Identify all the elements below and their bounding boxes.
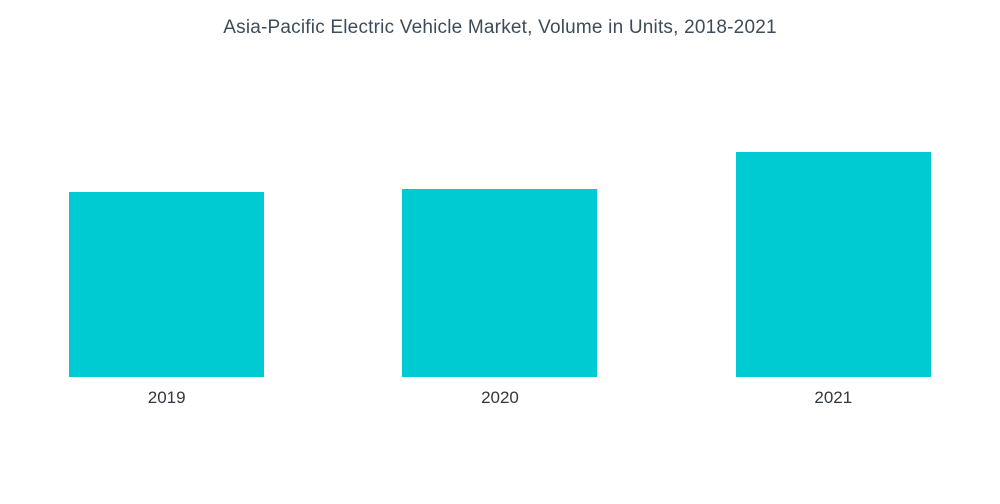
- x-tick-label-2019: 2019: [147, 388, 186, 407]
- x-tick-label-2020: 2020: [481, 388, 519, 407]
- chart-title: Asia-Pacific Electric Vehicle Market, Vo…: [223, 17, 777, 38]
- bar-2020[interactable]: [402, 189, 598, 377]
- plot-area: [0, 124, 1000, 377]
- bar-2019[interactable]: [69, 192, 265, 377]
- x-tick-label-2021: 2021: [814, 388, 853, 407]
- x-axis-tick-row: 2019 2020 2021: [0, 377, 1000, 408]
- bar-2021[interactable]: [735, 152, 931, 377]
